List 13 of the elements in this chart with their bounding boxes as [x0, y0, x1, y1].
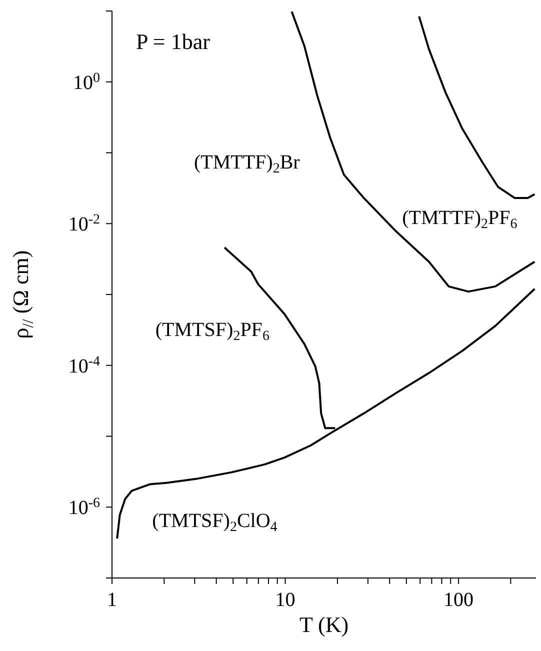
y-tick-label: 10$^{0}$: [73, 70, 100, 94]
series-label: (TMTTF)$_{2}$Br: [194, 152, 300, 177]
y-tick-label: 10$^{-4}$: [68, 354, 100, 378]
series-label: (TMTSF)$_{2}$ClO$_{4}$: [152, 510, 278, 535]
y-tick-label: 10$^{-6}$: [68, 496, 100, 520]
x-tick-label: 10: [275, 589, 296, 611]
series-label: (TMTTF)$_{2}$PF$_{6}$: [402, 206, 518, 232]
x-tick-label: 100: [444, 589, 474, 611]
x-tick-label: 1: [107, 589, 117, 611]
x-axis-title: T (K): [299, 612, 349, 637]
series-label: (TMTSF)$_{2}$PF$_{6}$: [155, 319, 270, 344]
annotation: P = 1bar: [136, 29, 210, 55]
y-tick-label: 10$^{-2}$: [68, 212, 100, 236]
